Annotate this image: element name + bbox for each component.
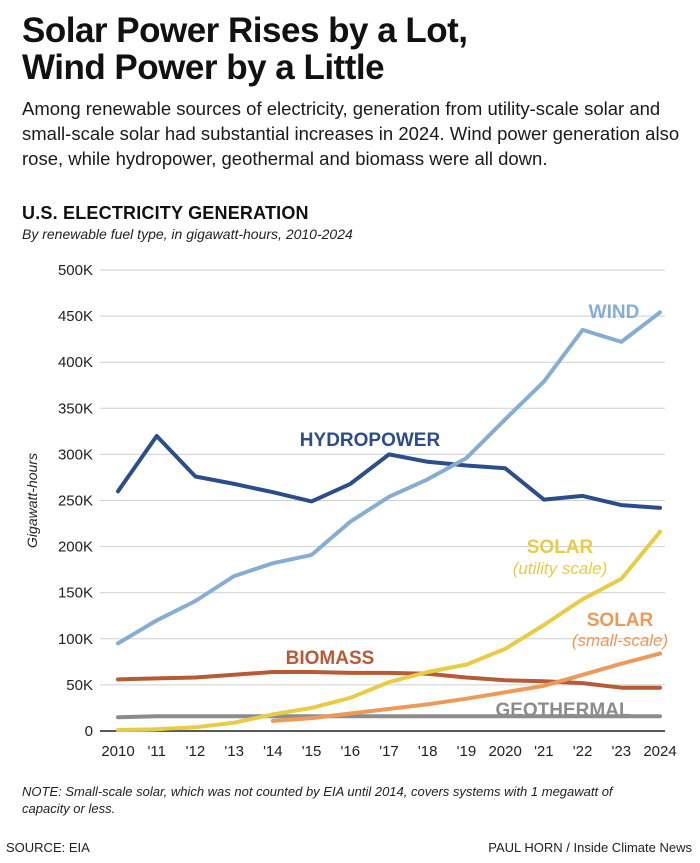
y-axis-label: Gigawatt-hours	[24, 453, 40, 548]
y-tick-label: 0	[85, 723, 93, 740]
y-tick-label: 400K	[58, 354, 93, 371]
chart-title: U.S. ELECTRICITY GENERATION	[22, 203, 309, 223]
series-line-solar-small-scale	[270, 651, 662, 723]
y-tick-label: 300K	[58, 446, 93, 463]
series-lines	[116, 310, 662, 733]
x-tick-label: 2024	[643, 743, 676, 760]
y-tick-label: 200K	[58, 539, 93, 556]
series-label: HYDROPOWER	[300, 430, 441, 451]
series-label: WIND	[589, 302, 640, 323]
footnote: NOTE: Small-scale solar, which was not c…	[22, 784, 613, 816]
series-label: GEOTHERMAL	[495, 700, 631, 721]
title-line-1: Solar Power Rises by a Lot,	[22, 11, 468, 50]
x-tick-label: '15	[302, 743, 322, 760]
chart-subtitle: By renewable fuel type, in gigawatt-hour…	[22, 226, 353, 242]
x-tick-label: 2020	[488, 743, 521, 760]
x-tick-label: '18	[418, 743, 438, 760]
y-tick-label: 150K	[58, 585, 93, 602]
x-tick-label: '23	[612, 743, 632, 760]
title-line-2: Wind Power by a Little	[22, 48, 385, 87]
source-text: SOURCE: EIA	[6, 840, 90, 855]
x-tick-label: '14	[263, 743, 283, 760]
x-tick-label: '16	[341, 743, 361, 760]
credit-text: PAUL HORN / Inside Climate News	[488, 840, 692, 855]
series-line-solar-utility	[116, 529, 662, 733]
series-line-wind	[116, 310, 662, 646]
x-tick-label: '22	[573, 743, 593, 760]
page-title: Solar Power Rises by a Lot, Wind Power b…	[22, 12, 682, 86]
x-tick-label: '21	[534, 743, 554, 760]
series-line-hydropower	[116, 434, 662, 510]
series-line-geothermal	[116, 714, 662, 720]
x-tick-label: '12	[186, 743, 206, 760]
series-line-biomass	[116, 670, 662, 690]
grid-lines	[100, 269, 665, 732]
y-tick-label: 50K	[66, 677, 93, 694]
x-axis-ticks: 2010 '11 '12 '13 '14 '15 '16 '17 '18 '19 2020 '21 '2…	[101, 743, 676, 760]
series-label: SOLAR	[587, 610, 654, 631]
y-tick-label: 450K	[58, 308, 93, 325]
series-sublabel: (utility scale)	[513, 559, 607, 578]
y-tick-label: 250K	[58, 493, 93, 510]
x-tick-label: '17	[379, 743, 399, 760]
series-label: SOLAR	[527, 537, 594, 558]
series-sublabel: (small-scale)	[572, 631, 668, 650]
x-tick-label: '19	[457, 743, 477, 760]
y-tick-label: 500K	[58, 262, 93, 279]
series-label: BIOMASS	[286, 648, 375, 669]
line-chart: 0 50K 100K 150K 200K 250K 300K 350K 400K 450K 500K…	[24, 262, 677, 760]
x-tick-label: '13	[224, 743, 244, 760]
page-subtitle: Among renewable sources of electricity, …	[22, 98, 680, 169]
y-axis-ticks: 0 50K 100K 150K 200K 250K 300K 350K 400K 450K 500K	[58, 262, 93, 740]
x-tick-label: 2010	[101, 743, 134, 760]
x-tick-label: '11	[147, 743, 165, 760]
y-tick-label: 350K	[58, 400, 93, 417]
y-tick-label: 100K	[58, 631, 93, 648]
